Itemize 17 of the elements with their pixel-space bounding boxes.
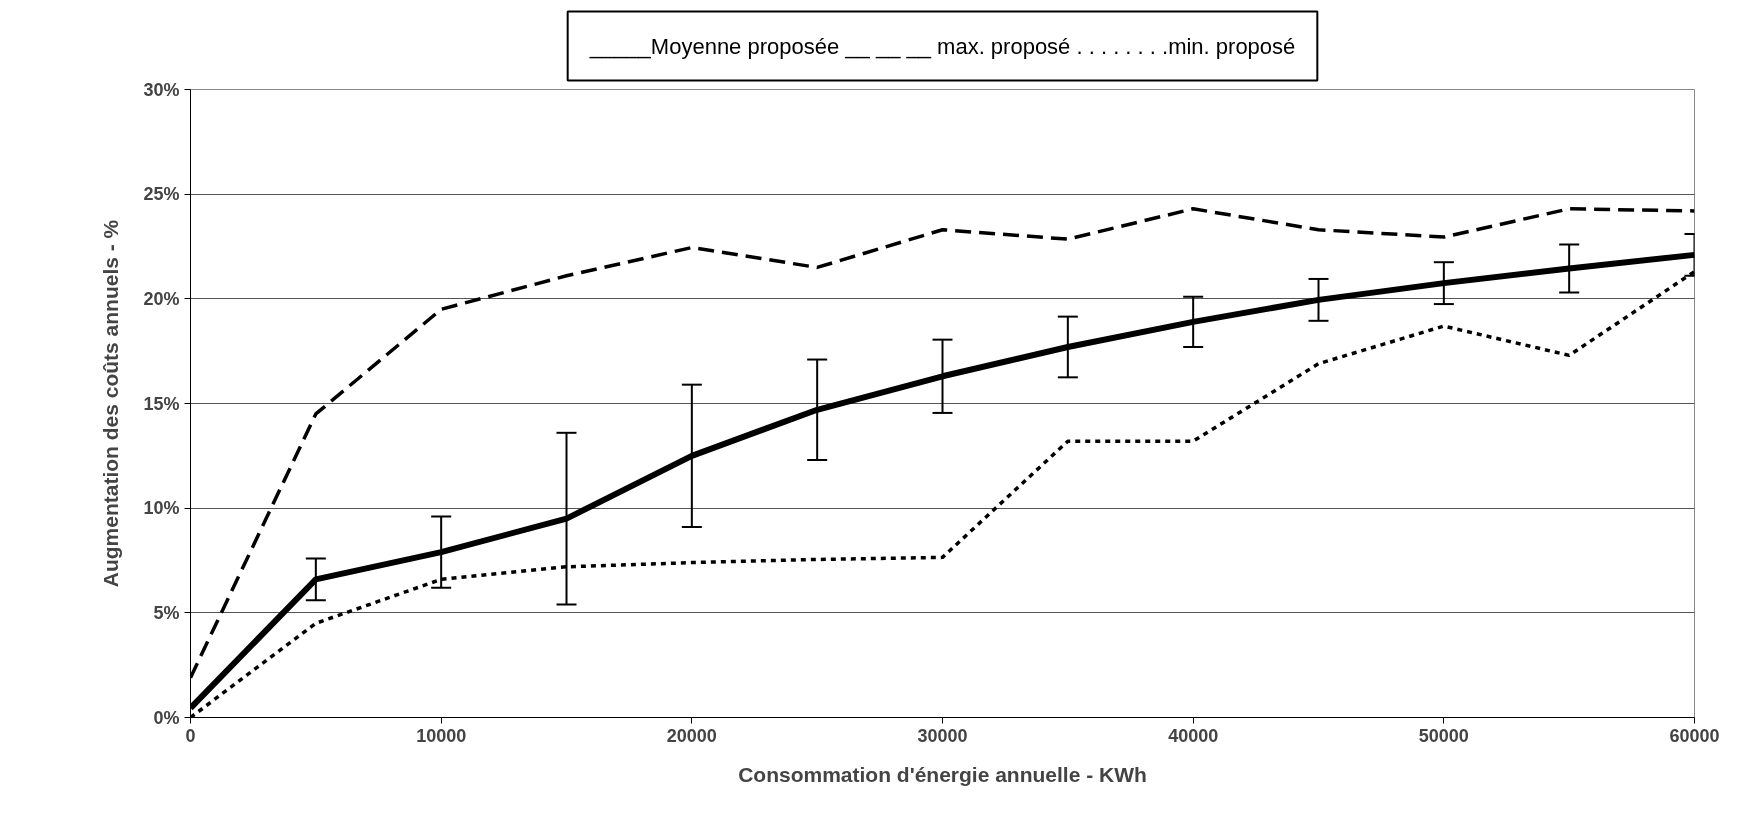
x-tick-label: 20000 [666, 725, 717, 746]
y-tick-label: 0% [153, 707, 180, 728]
x-tick-label: 50000 [1418, 725, 1469, 746]
y-tick-label: 20% [143, 288, 180, 309]
y-tick-label: 25% [143, 184, 180, 205]
x-axis-title: Consommation d'énergie annuelle - KWh [738, 762, 1147, 786]
x-tick-label: 30000 [917, 725, 968, 746]
y-tick-label: 15% [143, 393, 180, 414]
y-axis-title: Augmentation des coûts annuels - % [99, 219, 123, 588]
y-tick-label: 5% [153, 602, 180, 623]
y-tick-label: 30% [143, 79, 180, 100]
x-tick-label: 40000 [1168, 725, 1219, 746]
y-tick-label: 10% [143, 498, 180, 519]
x-tick-label: 60000 [1669, 725, 1720, 746]
text: _____Moyenne proposée __ __ __ max. proposé . . . . . . . .min. proposé [588, 33, 1296, 59]
x-tick-label: 0 [185, 725, 196, 746]
x-tick-label: 10000 [416, 725, 467, 746]
